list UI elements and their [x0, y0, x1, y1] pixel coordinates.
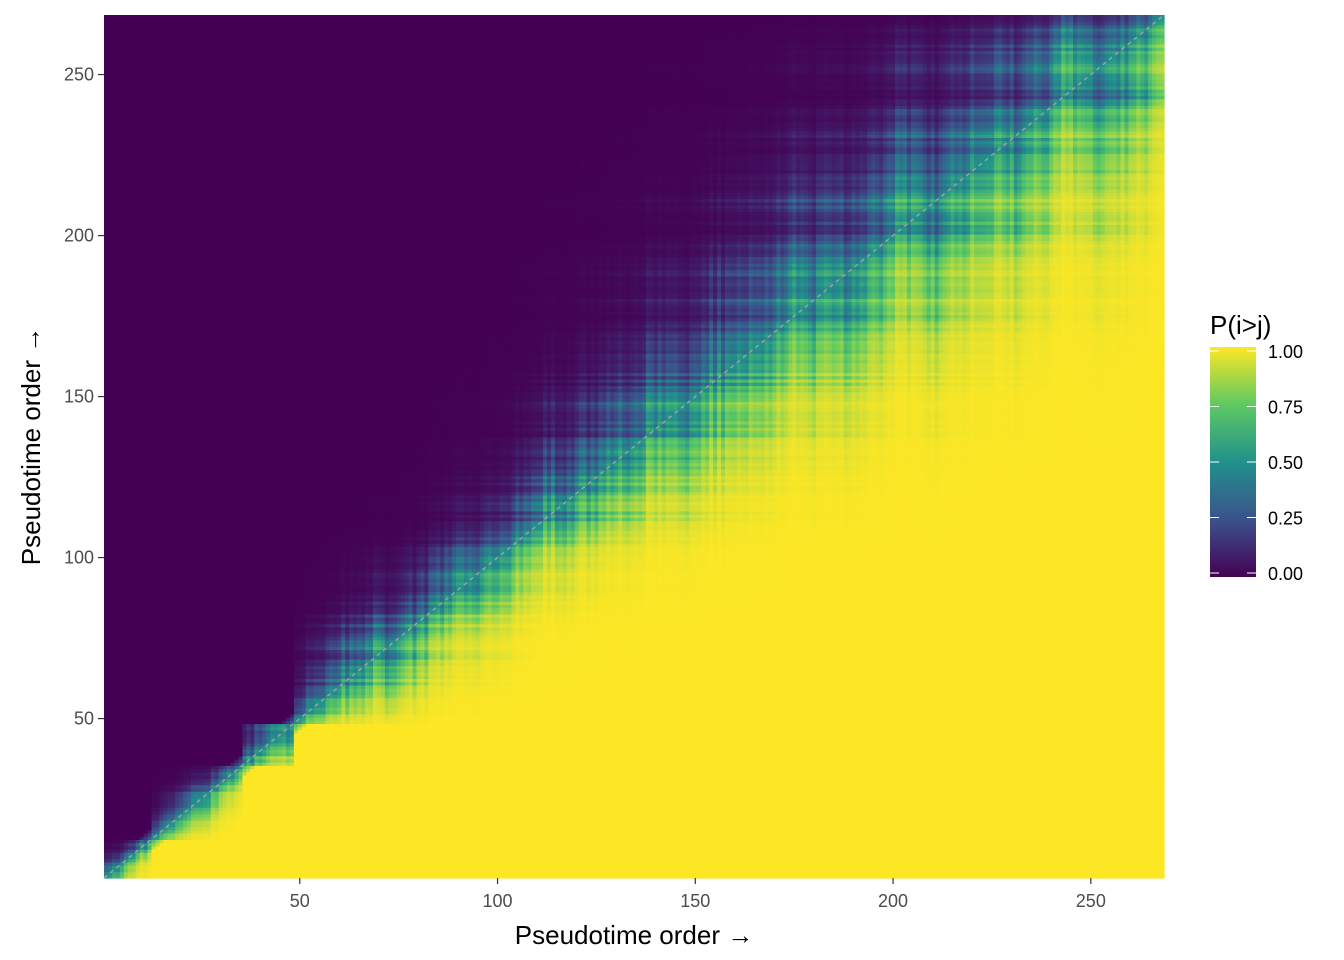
heatmap-chart: 50 100 150 200 250 50100150200250 Pseudotime…: [0, 0, 1344, 960]
